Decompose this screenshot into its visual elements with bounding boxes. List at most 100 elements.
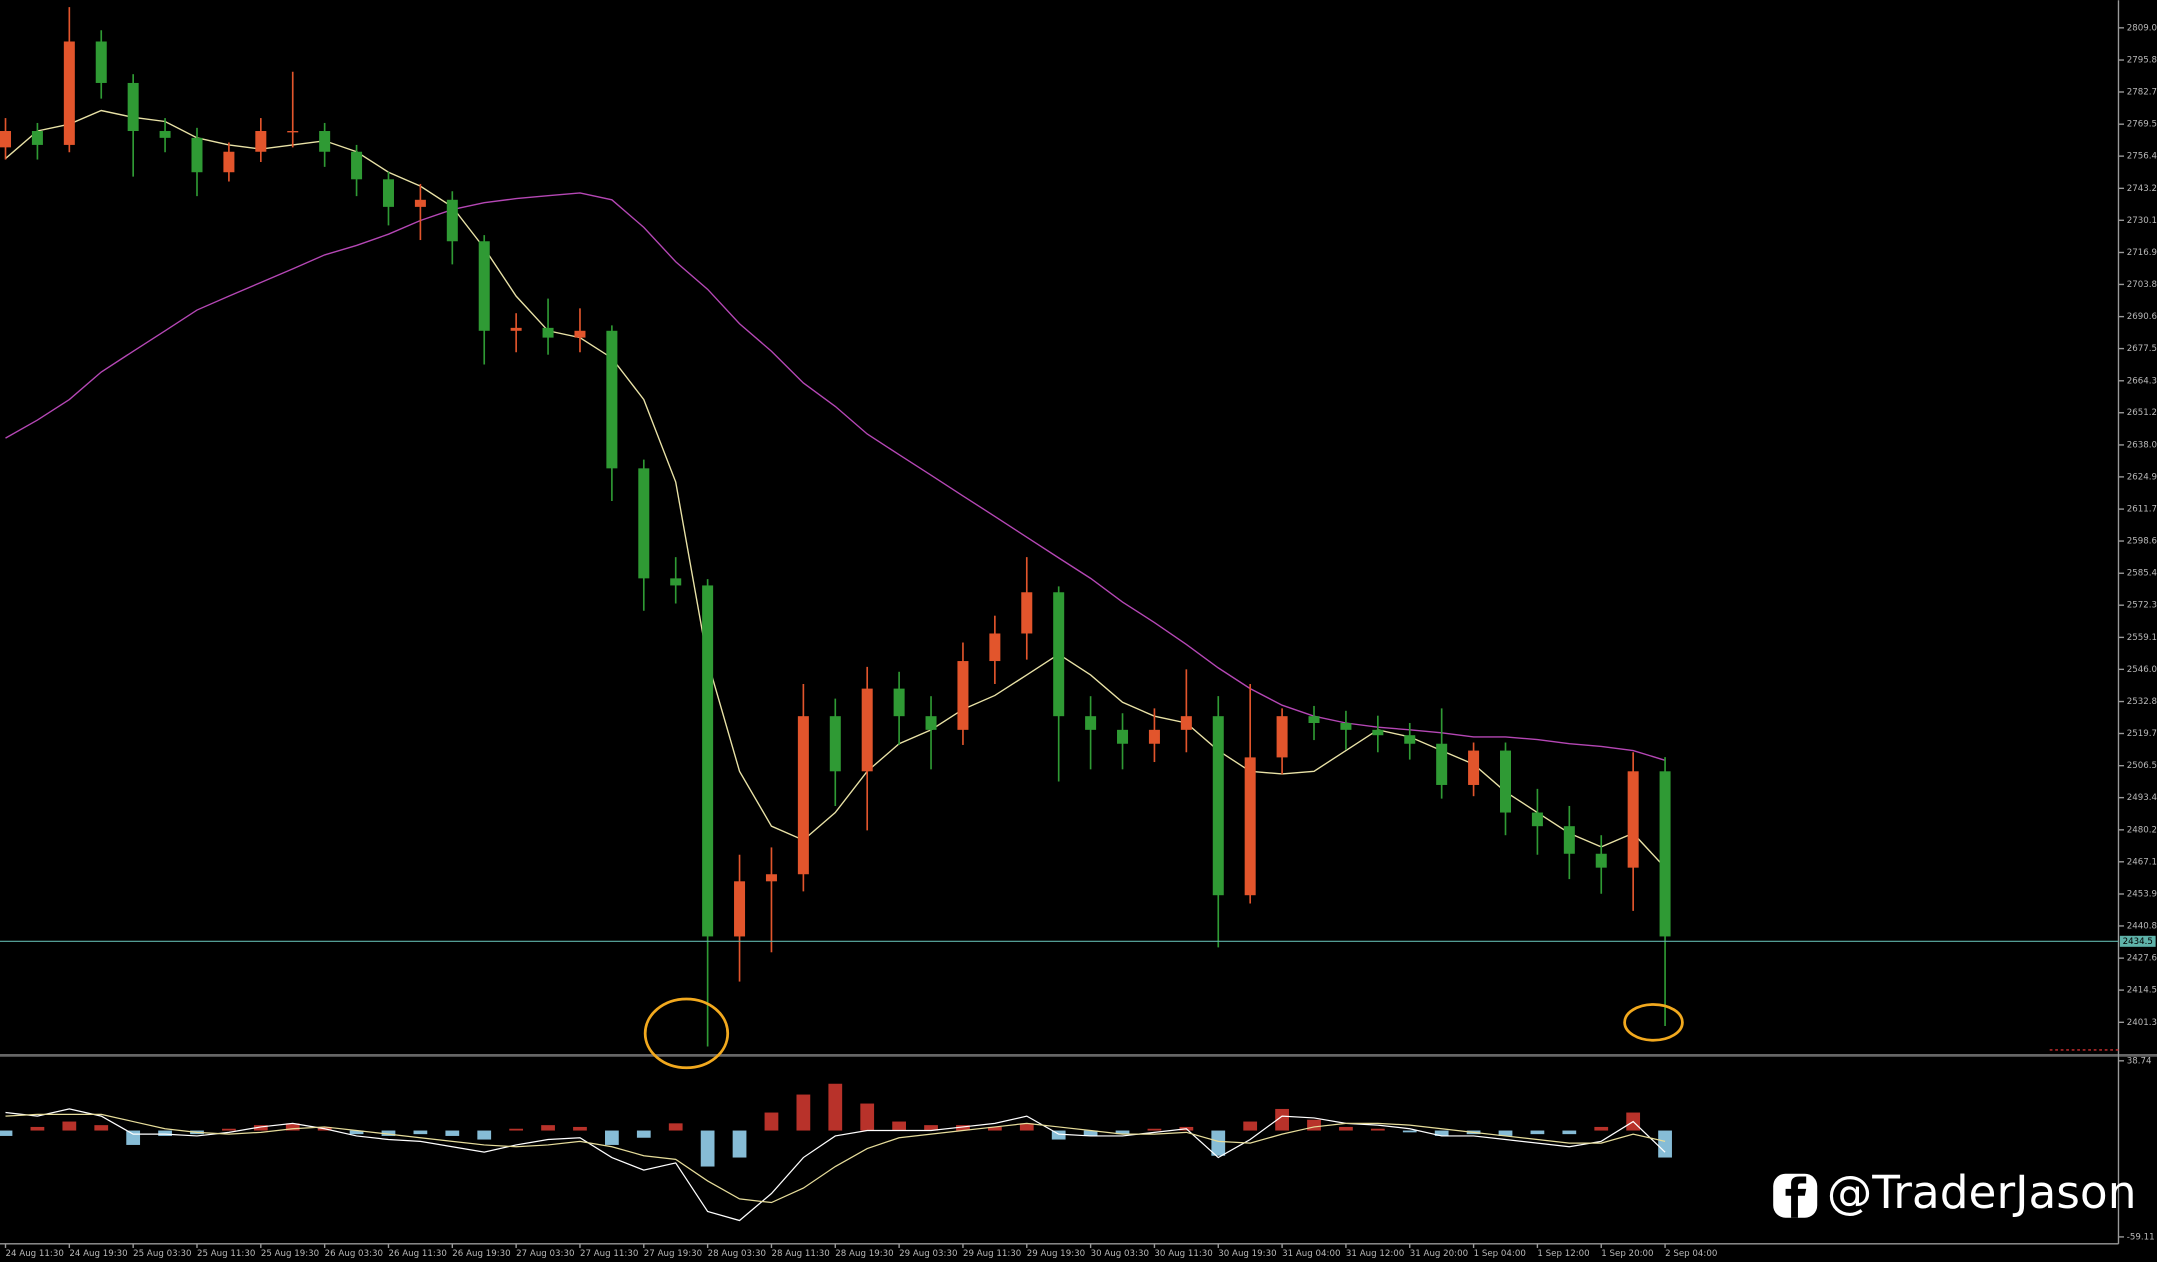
moving-average (5, 109, 1666, 869)
histogram-bar (573, 1126, 587, 1131)
y-tick-label: 2493.4 (2127, 793, 2157, 803)
x-tick-label: 25 Aug 19:30 (261, 1249, 319, 1259)
histogram-bar (253, 1125, 268, 1131)
histogram-bar (1307, 1119, 1321, 1131)
candle-body (382, 179, 394, 207)
candle-body (861, 688, 873, 772)
candle-body (829, 716, 841, 772)
macd-line (5, 1108, 1666, 1222)
histogram-bar (509, 1128, 524, 1131)
histogram-bar (668, 1123, 683, 1131)
histogram-bar (30, 1126, 45, 1131)
y-tick-label: 2716.9 (2127, 248, 2157, 258)
histogram-bar (956, 1125, 970, 1131)
y-tick-label: 2795.8 (2127, 56, 2157, 66)
histogram-bar (94, 1125, 109, 1131)
icon-glyph (1785, 1176, 1807, 1218)
y-tick-label: 2677.5 (2127, 344, 2157, 354)
x-tick-label: 29 Aug 03:30 (899, 1249, 957, 1259)
histogram-bar (764, 1112, 779, 1131)
candle-body (1659, 771, 1671, 937)
x-tick-label: 30 Aug 19:30 (1218, 1249, 1276, 1259)
histogram-bar (1562, 1130, 1577, 1135)
candle-body (765, 874, 777, 882)
x-tick-label: 25 Aug 03:30 (133, 1249, 191, 1259)
histogram-bar (126, 1130, 141, 1145)
candle-body (1117, 729, 1129, 744)
candle-body (1053, 592, 1065, 717)
x-tick-label: 2 Sep 04:00 (1665, 1249, 1717, 1259)
histogram-bar (1275, 1108, 1289, 1131)
last-price-box (2119, 935, 2156, 947)
candle-body (574, 330, 586, 338)
plot-layer: 2809.0 2795.8 2782.7 2769.5 2756.4 2743.2 2730… (0, 7, 2157, 1259)
histogram-bar (1019, 1123, 1034, 1131)
candle-body (127, 82, 139, 132)
histogram-bar (605, 1130, 619, 1145)
x-tick-label: 29 Aug 11:30 (963, 1249, 1021, 1259)
candle-body (702, 585, 714, 937)
x-tick-label: 25 Aug 11:30 (197, 1249, 255, 1259)
histogram-bar (1594, 1126, 1609, 1131)
candle-body (670, 578, 682, 586)
y-tick-label: 2756.4 (2127, 152, 2157, 162)
y-tick-label: 2440.8 (2127, 921, 2157, 931)
candle-body (1308, 716, 1320, 724)
highlight-circle (1623, 1003, 1684, 1042)
y-tick-label: 2664.3 (2127, 376, 2157, 386)
candle-body (63, 41, 75, 145)
candle-body (638, 468, 650, 579)
histogram-bar (732, 1130, 747, 1158)
y-tick-label: 2611.7 (2127, 505, 2157, 515)
histogram-bar (1402, 1130, 1417, 1133)
y-tick-label: 2730.1 (2127, 216, 2157, 226)
histogram-bar (1147, 1128, 1162, 1131)
y-tick-label: 2401.3 (2127, 1018, 2157, 1028)
x-tick-label: 1 Sep 04:00 (1474, 1249, 1526, 1259)
histogram-bar (1115, 1130, 1130, 1135)
histogram-bar (860, 1103, 875, 1131)
x-tick-label: 28 Aug 03:30 (708, 1249, 766, 1259)
y-tick-label: 2638.0 (2127, 440, 2157, 450)
candle-body (734, 881, 746, 937)
candle-body (1404, 735, 1416, 744)
x-tick-label: 30 Aug 11:30 (1154, 1249, 1212, 1259)
x-tick-label: 24 Aug 11:30 (6, 1249, 64, 1259)
y-tick-label: 2743.2 (2127, 184, 2157, 194)
histogram-bar (828, 1083, 843, 1131)
histogram-bar (892, 1121, 906, 1131)
candle-body (223, 151, 235, 173)
histogram-bar (541, 1125, 555, 1131)
candle-body (1340, 723, 1352, 730)
histogram-bar (1498, 1130, 1513, 1136)
y-tick-label: 2703.8 (2127, 280, 2157, 290)
y-tick-label: 2506.5 (2127, 761, 2157, 771)
histogram-bar (1243, 1121, 1258, 1131)
candle-body (893, 688, 905, 717)
moving-average (5, 192, 1666, 761)
x-tick-label: 27 Aug 19:30 (644, 1249, 702, 1259)
y-tick-label: 2624.9 (2127, 472, 2157, 482)
watermark: @TraderJason (1827, 1166, 2137, 1219)
histogram-bar (413, 1130, 428, 1135)
candle-body (1021, 592, 1033, 634)
histogram-bar (1339, 1126, 1353, 1131)
x-tick-label: 24 Aug 19:30 (69, 1249, 127, 1259)
y-tick-label: 2585.4 (2127, 569, 2157, 579)
x-tick-label: 27 Aug 03:30 (516, 1249, 574, 1259)
y-tick-label: 2690.6 (2127, 312, 2157, 322)
candle-body (542, 327, 554, 338)
y-tick-label: 2546.0 (2127, 665, 2157, 675)
candle-body (606, 330, 618, 469)
x-tick-label: 27 Aug 11:30 (580, 1249, 638, 1259)
histogram-bar (285, 1123, 300, 1131)
histogram-bar (1434, 1130, 1449, 1136)
y-tick-label: 2480.2 (2127, 825, 2157, 835)
y-tick-label: 2769.5 (2127, 120, 2157, 130)
candle-body (1468, 750, 1480, 785)
x-tick-label: 31 Aug 04:00 (1282, 1249, 1340, 1259)
candle-body (1372, 729, 1384, 736)
